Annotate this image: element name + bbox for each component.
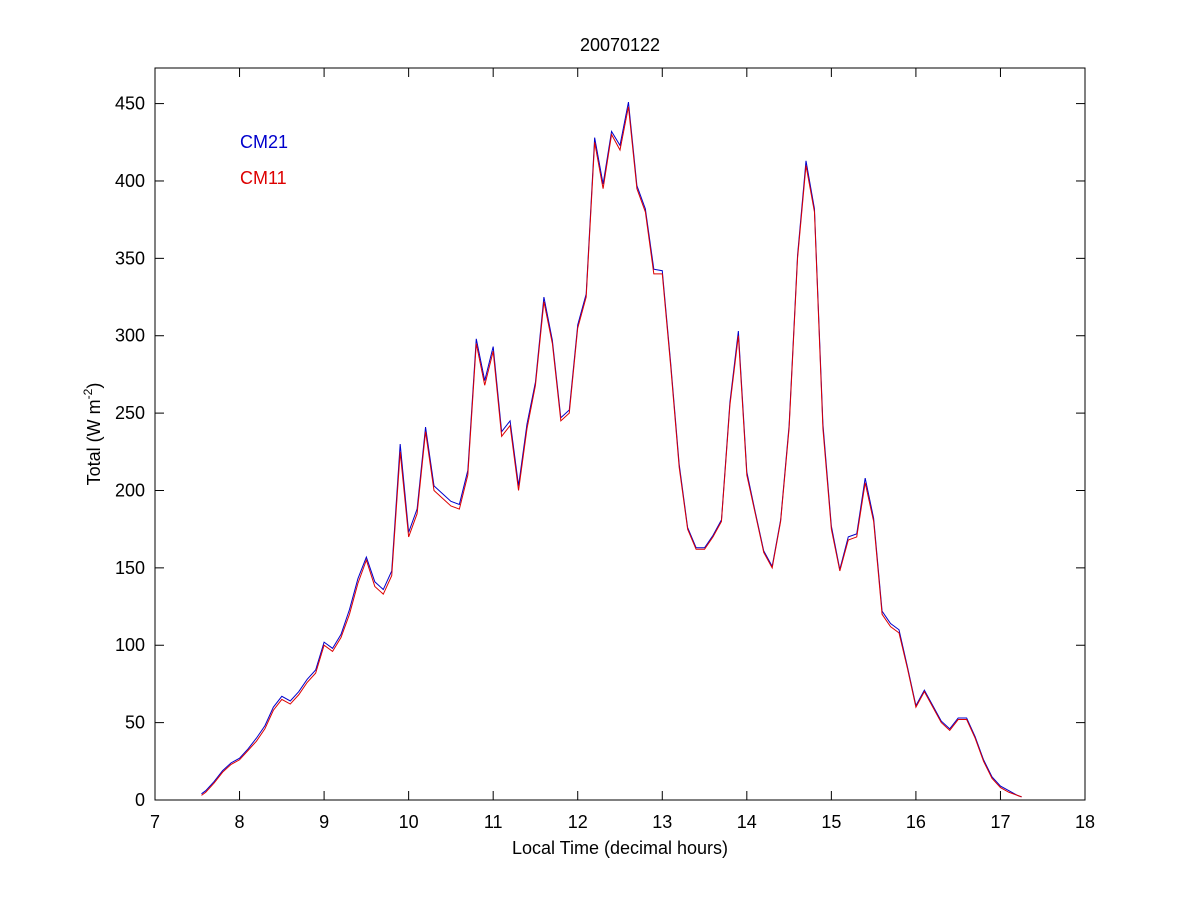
x-tick-label: 7 xyxy=(150,812,160,832)
legend-entry: CM11 xyxy=(240,168,287,188)
y-axis-label-text: Total (W m xyxy=(84,399,104,485)
data-line xyxy=(201,106,1022,798)
y-tick-label: 100 xyxy=(115,635,145,655)
legend-entry: CM21 xyxy=(240,132,288,152)
x-tick-label: 9 xyxy=(319,812,329,832)
x-tick-label: 18 xyxy=(1075,812,1095,832)
y-tick-label: 50 xyxy=(125,713,145,733)
y-axis-label-superscript: -2 xyxy=(81,388,95,399)
y-tick-label: 200 xyxy=(115,480,145,500)
y-axis-label-suffix: ) xyxy=(84,383,104,389)
y-tick-label: 250 xyxy=(115,403,145,423)
y-tick-label: 150 xyxy=(115,558,145,578)
x-tick-label: 15 xyxy=(821,812,841,832)
y-tick-label: 0 xyxy=(135,790,145,810)
x-tick-label: 10 xyxy=(399,812,419,832)
y-tick-label: 400 xyxy=(115,171,145,191)
x-axis-label: Local Time (decimal hours) xyxy=(512,838,728,858)
plot-area xyxy=(154,67,1086,801)
y-tick-label: 450 xyxy=(115,94,145,114)
x-tick-label: 17 xyxy=(990,812,1010,832)
data-line xyxy=(201,101,1022,798)
y-tick-label: 350 xyxy=(115,248,145,268)
x-tick-label: 12 xyxy=(568,812,588,832)
y-axis-label: Total (W m-2) xyxy=(81,383,104,486)
y-tick-label: 300 xyxy=(115,326,145,346)
chart-title: 20070122 xyxy=(580,35,660,55)
x-tick-label: 16 xyxy=(906,812,926,832)
x-tick-label: 13 xyxy=(652,812,672,832)
x-tick-label: 14 xyxy=(737,812,757,832)
x-tick-label: 11 xyxy=(484,812,503,832)
x-tick-label: 8 xyxy=(235,812,245,832)
